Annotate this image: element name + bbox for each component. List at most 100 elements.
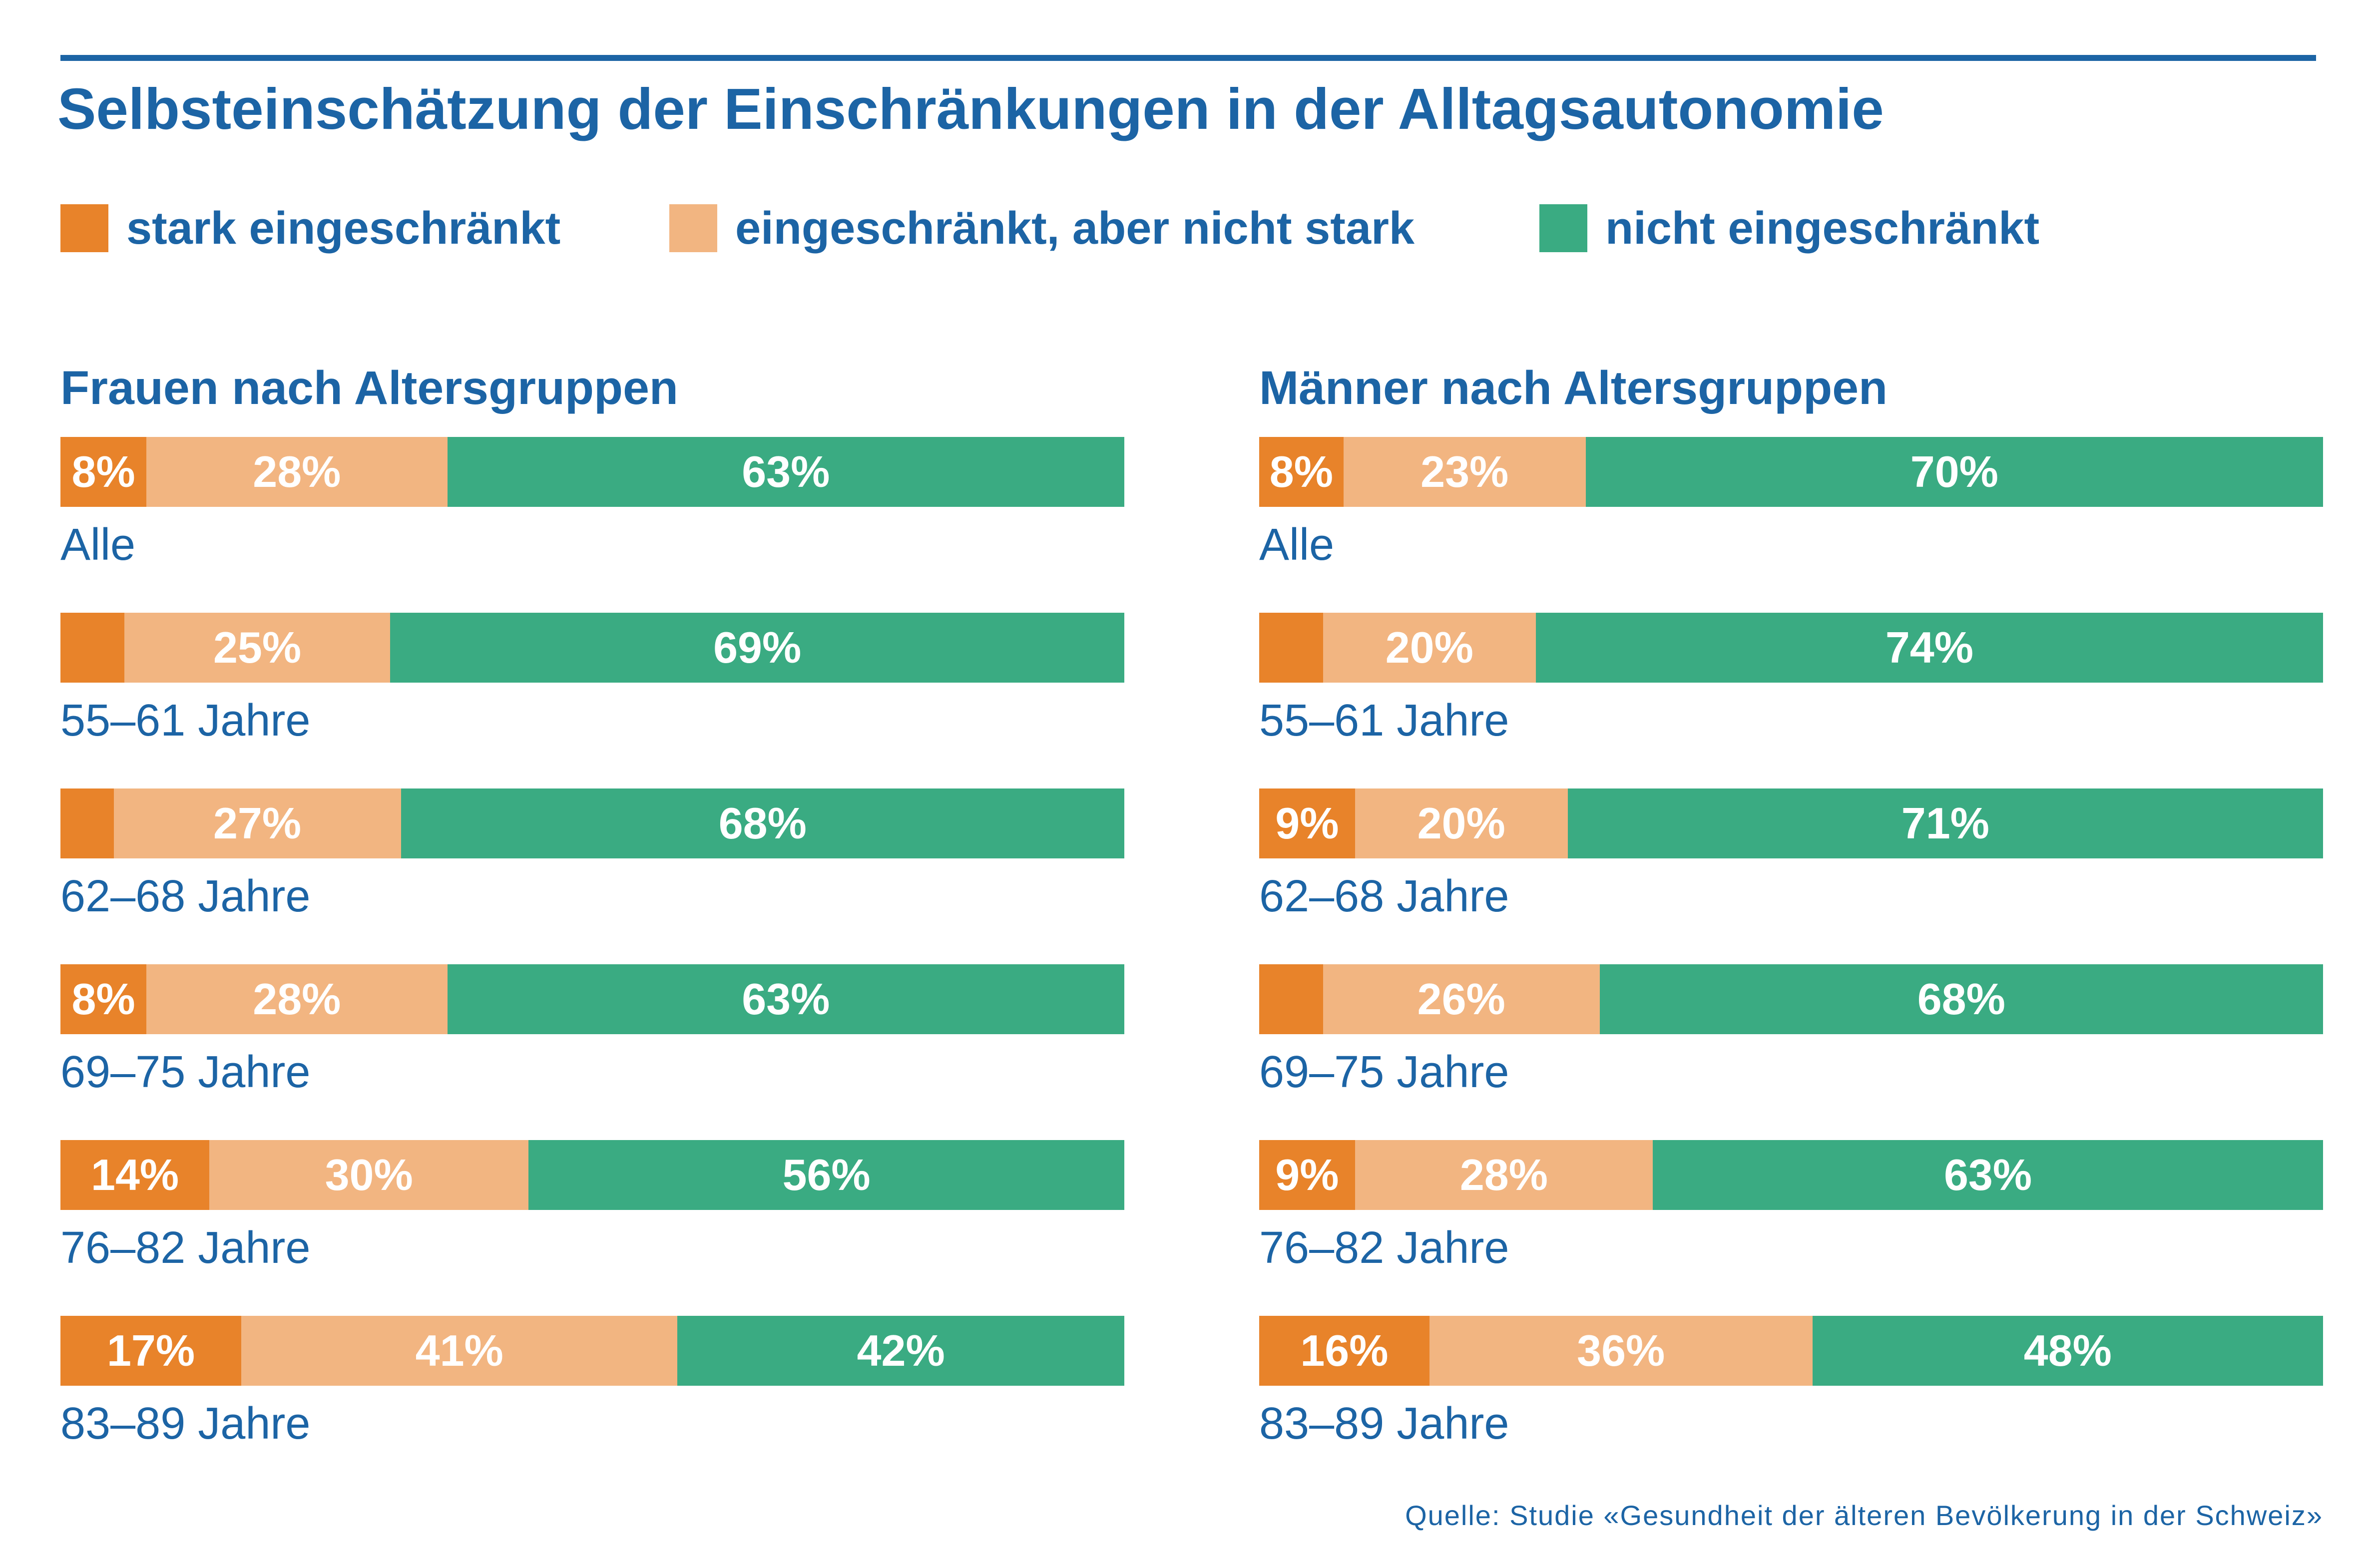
bar-segment-nicht: 56%: [528, 1140, 1124, 1210]
panel-title-maenner: Männer nach Altersgruppen: [1259, 362, 1888, 414]
bar-row-frauen-3: 8% 28% 63% 69–75 Jahre: [60, 964, 1124, 1124]
legend-item-eingeschraenkt: eingeschränkt, aber nicht stark: [669, 203, 1415, 254]
data-label: 9%: [1275, 798, 1339, 848]
data-label: 9%: [1275, 1150, 1339, 1199]
bar-row-maenner-3: 26% 68% 69–75 Jahre: [1259, 964, 2323, 1124]
stacked-bar: 16% 36% 48%: [1259, 1316, 2323, 1386]
bar-row-maenner-4: 9% 28% 63% 76–82 Jahre: [1259, 1140, 2323, 1300]
bar-row-maenner-1: 20% 74% 55–61 Jahre: [1259, 613, 2323, 773]
category-label: 69–75 Jahre: [1259, 1047, 1509, 1097]
legend-label-nicht: nicht eingeschränkt: [1605, 202, 2040, 254]
data-label: 74%: [1885, 623, 1973, 672]
bar-segment-nicht: 69%: [390, 613, 1124, 683]
data-label: 8%: [71, 447, 135, 496]
bar-segment-nicht: 71%: [1567, 788, 2323, 858]
stacked-bar: 9% 20% 71%: [1259, 788, 2323, 858]
category-label: Alle: [60, 520, 136, 570]
stacked-bar: 27% 68%: [60, 788, 1124, 858]
data-label: 69%: [713, 623, 802, 672]
bar-segment-eingeschraenkt: 23%: [1343, 437, 1586, 507]
category-label: 83–89 Jahre: [60, 1399, 311, 1449]
legend-label-eingeschraenkt: eingeschränkt, aber nicht stark: [735, 202, 1415, 254]
bar-segment-stark: 8%: [60, 437, 147, 507]
chart-panel-maenner: Männer nach Altersgruppen 8% 23% 70% Alle 20…: [1259, 360, 2323, 1468]
bar-segment-eingeschraenkt: 27%: [113, 788, 401, 858]
data-label: 68%: [718, 798, 807, 848]
bar-segment-stark: 17%: [60, 1316, 242, 1386]
bar-segment-stark: 9%: [1259, 1140, 1355, 1210]
data-label: 28%: [1459, 1150, 1548, 1199]
bar-row-frauen-2: 27% 68% 62–68 Jahre: [60, 788, 1124, 948]
bar-row-maenner-0: 8% 23% 70% Alle: [1259, 437, 2323, 597]
bar-segment-nicht: 74%: [1535, 613, 2323, 683]
bar-segment-nicht: 63%: [447, 964, 1124, 1034]
bar-segment-nicht: 63%: [447, 437, 1124, 507]
bar-segment-eingeschraenkt: 20%: [1323, 613, 1536, 683]
stacked-bar: 8% 23% 70%: [1259, 437, 2323, 507]
bar-segment-stark: 16%: [1259, 1316, 1429, 1386]
bar-segment-stark: [1259, 964, 1323, 1034]
bar-segment-eingeschraenkt: 36%: [1429, 1316, 1813, 1386]
data-label: 8%: [71, 974, 135, 1024]
bar-segment-nicht: 70%: [1585, 437, 2323, 507]
bar-segment-nicht: 68%: [1599, 964, 2323, 1034]
category-label: 62–68 Jahre: [60, 871, 311, 921]
bar-row-frauen-5: 17% 41% 42% 83–89 Jahre: [60, 1316, 1124, 1476]
bar-segment-eingeschraenkt: 28%: [1355, 1140, 1653, 1210]
legend-swatch-eingeschraenkt: [669, 204, 717, 252]
category-label: 76–82 Jahre: [60, 1223, 311, 1273]
bar-segment-stark: [1259, 613, 1323, 683]
data-label: 16%: [1300, 1326, 1389, 1375]
category-label: 83–89 Jahre: [1259, 1399, 1509, 1449]
legend-item-stark: stark eingeschränkt: [60, 203, 560, 254]
data-label: 20%: [1385, 623, 1473, 672]
bar-segment-eingeschraenkt: 41%: [241, 1316, 678, 1386]
data-label: 30%: [325, 1150, 413, 1199]
stacked-bar: 8% 28% 63%: [60, 437, 1124, 507]
stacked-bar: 26% 68%: [1259, 964, 2323, 1034]
bar-row-frauen-0: 8% 28% 63% Alle: [60, 437, 1124, 597]
bar-segment-eingeschraenkt: 30%: [209, 1140, 529, 1210]
legend-swatch-stark: [60, 204, 108, 252]
bar-segment-stark: 9%: [1259, 788, 1355, 858]
data-label: 63%: [1943, 1150, 2032, 1199]
bar-row-maenner-2: 9% 20% 71% 62–68 Jahre: [1259, 788, 2323, 948]
stacked-bar: 9% 28% 63%: [1259, 1140, 2323, 1210]
data-label: 42%: [857, 1326, 945, 1375]
bar-segment-eingeschraenkt: 26%: [1323, 964, 1600, 1034]
data-label: 28%: [253, 447, 341, 496]
category-label: 69–75 Jahre: [60, 1047, 311, 1097]
chart-panel-frauen: Frauen nach Altersgruppen 8% 28% 63% Alle 25…: [60, 360, 1124, 1468]
bar-segment-nicht: 48%: [1812, 1316, 2323, 1386]
bar-segment-stark: 8%: [1259, 437, 1344, 507]
chart-title: Selbsteinschätzung der Einschränkungen i…: [57, 76, 1884, 141]
data-label: 28%: [253, 974, 341, 1024]
stacked-bar: 25% 69%: [60, 613, 1124, 683]
data-label: 63%: [742, 974, 830, 1024]
data-label: 63%: [742, 447, 830, 496]
data-label: 68%: [1917, 974, 2005, 1024]
bar-row-frauen-4: 14% 30% 56% 76–82 Jahre: [60, 1140, 1124, 1300]
category-label: 76–82 Jahre: [1259, 1223, 1509, 1273]
legend-label-stark: stark eingeschränkt: [126, 202, 561, 254]
title-rule: [60, 55, 2316, 61]
data-label: 23%: [1421, 447, 1509, 496]
stacked-bar: 8% 28% 63%: [60, 964, 1124, 1034]
data-label: 41%: [415, 1326, 503, 1375]
bar-segment-eingeschraenkt: 20%: [1355, 788, 1568, 858]
data-label: 70%: [1910, 447, 1998, 496]
bar-segment-stark: 14%: [60, 1140, 210, 1210]
data-label: 25%: [213, 623, 302, 672]
data-label: 8%: [1269, 447, 1333, 496]
data-label: 36%: [1577, 1326, 1665, 1375]
data-label: 14%: [91, 1150, 179, 1199]
bar-segment-stark: [60, 788, 114, 858]
category-label: Alle: [1259, 520, 1335, 570]
category-label: 55–61 Jahre: [60, 696, 311, 746]
data-label: 56%: [782, 1150, 871, 1199]
bar-segment-eingeschraenkt: 25%: [124, 613, 391, 683]
bar-segment-eingeschraenkt: 28%: [146, 437, 448, 507]
source-note: Quelle: Studie «Gesundheit der älteren B…: [1405, 1500, 2323, 1531]
stacked-bar: 17% 41% 42%: [60, 1316, 1124, 1386]
data-label: 26%: [1417, 974, 1505, 1024]
